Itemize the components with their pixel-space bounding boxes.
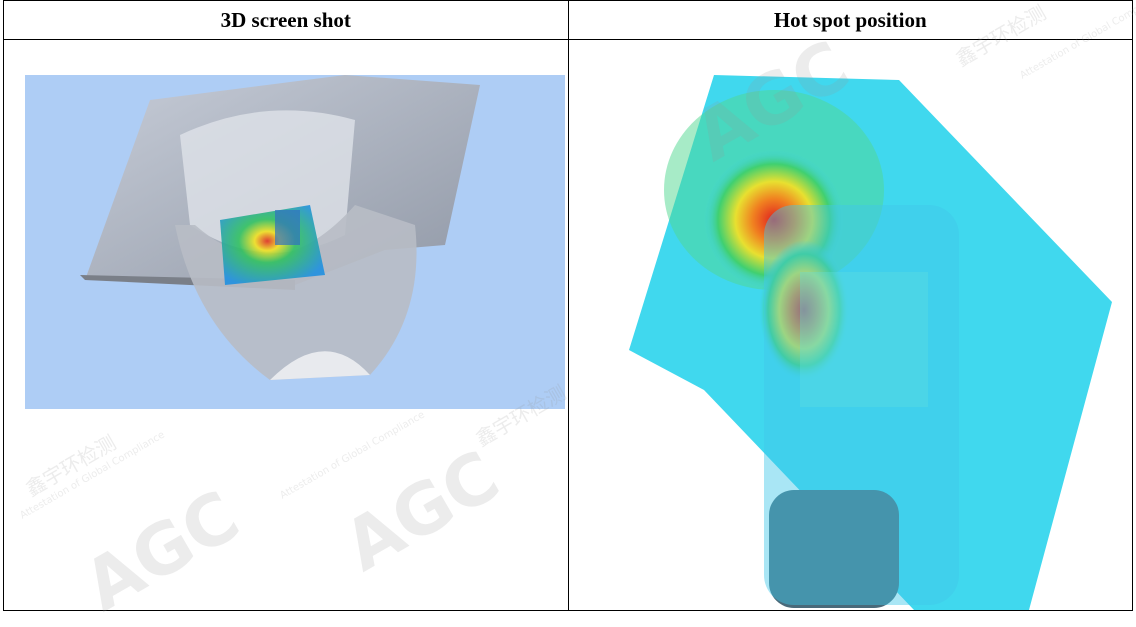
hot-spot-image — [628, 75, 1112, 610]
image-row — [3, 39, 1133, 611]
3d-screenshot — [25, 75, 565, 409]
image-cell — [3, 39, 569, 611]
header-row: 3D screen shot Hot spot position — [3, 0, 1133, 40]
header-cell: Hot spot position — [567, 0, 1133, 40]
report-table: 3D screen shot Hot spot position — [3, 0, 1133, 611]
page: 3D screen shot Hot spot position — [3, 0, 1136, 627]
header-cell: 3D screen shot — [3, 0, 569, 40]
image-cell — [567, 39, 1133, 611]
